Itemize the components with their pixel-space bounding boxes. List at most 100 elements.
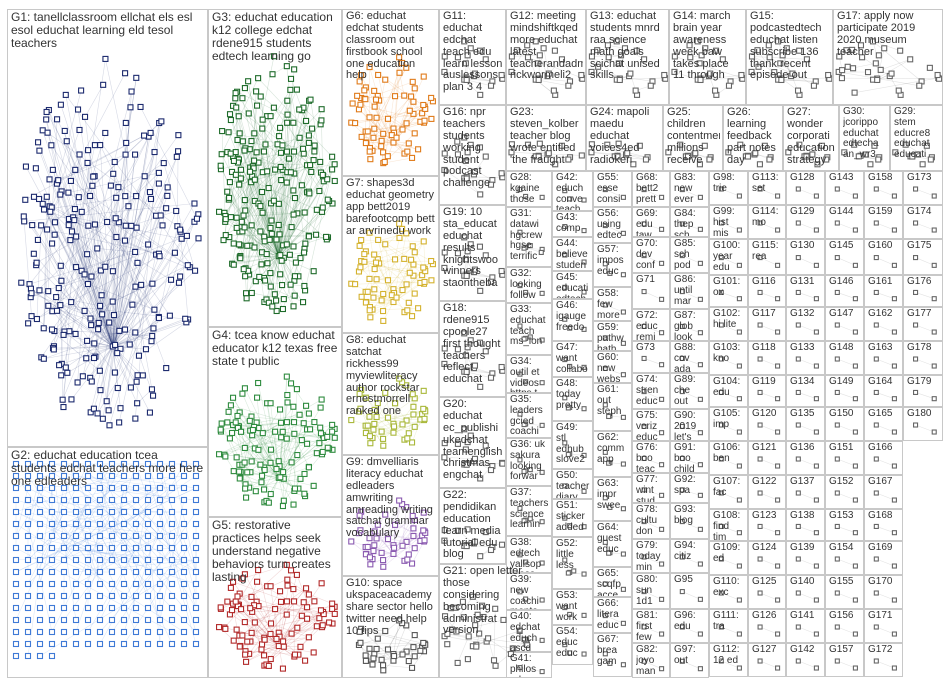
graph-node xyxy=(230,157,237,164)
graph-edge xyxy=(257,569,272,624)
cluster-edges xyxy=(759,526,778,533)
graph-node xyxy=(834,456,840,462)
graph-node xyxy=(216,451,223,458)
graph-node xyxy=(219,128,226,135)
graph-node xyxy=(66,328,73,335)
graph-node xyxy=(151,306,158,313)
graph-edge xyxy=(370,541,425,565)
graph-node xyxy=(261,238,268,245)
graph-node xyxy=(736,193,742,199)
graph-edge xyxy=(93,346,114,409)
cluster-g84: G84: thep sch xyxy=(670,207,709,237)
graph-edge xyxy=(915,424,935,433)
graph-node xyxy=(852,463,858,469)
cluster-edges xyxy=(798,358,817,367)
graph-node xyxy=(399,286,406,294)
graph-node xyxy=(373,276,380,283)
graph-node xyxy=(12,460,20,468)
graph-node xyxy=(265,299,272,306)
graph-node xyxy=(132,496,140,504)
graph-node xyxy=(795,590,801,596)
graph-node xyxy=(659,296,665,302)
cluster-label: G84: thep sch xyxy=(674,209,696,237)
cluster-g17: G17: apply now participate 2019 2020 mus… xyxy=(833,9,943,105)
graph-node xyxy=(408,93,415,100)
graph-edge xyxy=(35,264,113,347)
cluster-label: G150 xyxy=(829,409,854,419)
graph-node xyxy=(403,382,410,389)
graph-node xyxy=(225,129,232,136)
graph-node xyxy=(108,520,116,528)
graph-node xyxy=(64,369,71,376)
graph-node xyxy=(144,628,152,636)
graph-node xyxy=(108,508,116,516)
graph-node xyxy=(96,484,104,492)
graph-node xyxy=(852,262,858,268)
graph-node xyxy=(270,104,277,111)
graph-node xyxy=(284,576,291,583)
cluster-g74: G74: stren educ xyxy=(632,373,670,409)
graph-edge xyxy=(369,147,405,154)
graph-node xyxy=(168,556,176,564)
cluster-nodes xyxy=(216,561,338,672)
cluster-g143: G143 xyxy=(825,171,864,205)
cluster-g158: G158 xyxy=(864,171,903,205)
cluster-edges xyxy=(798,257,817,266)
graph-node xyxy=(813,563,819,569)
graph-node xyxy=(283,241,290,248)
graph-node xyxy=(218,151,225,158)
graph-edge xyxy=(393,390,424,433)
graph-edge xyxy=(360,104,425,121)
cluster-g170: G170 xyxy=(864,575,903,609)
graph-node xyxy=(88,273,95,280)
graph-edge xyxy=(159,547,197,609)
graph-node xyxy=(283,419,290,426)
graph-edge xyxy=(399,72,405,96)
graph-edge xyxy=(244,133,255,277)
graph-node xyxy=(490,657,498,664)
graph-edge xyxy=(86,346,113,359)
graph-node xyxy=(913,422,919,428)
graph-node xyxy=(241,85,248,92)
graph-edge xyxy=(245,255,280,294)
graph-node xyxy=(96,592,104,600)
graph-edge xyxy=(52,134,179,312)
cluster-g26: G26: learning feedback part notes day xyxy=(723,105,783,171)
graph-node xyxy=(324,444,331,451)
graph-node xyxy=(229,394,237,401)
cluster-g112: G112: 12 ed xyxy=(709,643,748,677)
graph-node xyxy=(280,643,287,650)
cluster-label: G4: tcea know educhat educator k12 texas… xyxy=(212,329,338,368)
graph-node xyxy=(192,616,200,624)
cluster-label: G112: 12 ed xyxy=(713,645,740,666)
graph-node xyxy=(24,520,32,528)
graph-node xyxy=(144,580,152,588)
cluster-edges xyxy=(837,458,856,467)
graph-node xyxy=(108,532,116,540)
graph-node xyxy=(238,218,245,225)
graph-node xyxy=(372,96,380,103)
graph-node xyxy=(329,605,336,613)
graph-edge xyxy=(254,133,288,183)
graph-node xyxy=(132,532,140,540)
graph-node xyxy=(366,148,373,155)
graph-node xyxy=(273,297,280,304)
cluster-g155: G155 xyxy=(825,575,864,609)
cluster-g72: G72: educ remi xyxy=(632,309,670,341)
graph-node xyxy=(329,153,336,160)
graph-node xyxy=(242,207,249,214)
graph-node xyxy=(237,175,244,182)
cluster-g133: G133 xyxy=(786,341,825,375)
cluster-edges xyxy=(798,424,817,433)
graph-node xyxy=(274,141,281,148)
graph-node xyxy=(357,639,364,646)
graph-edge xyxy=(393,264,414,294)
graph-node xyxy=(307,426,314,433)
graph-node xyxy=(891,363,897,369)
graph-edge xyxy=(63,463,173,585)
graph-node xyxy=(96,496,104,504)
cluster-g66: G66: litera educ xyxy=(593,597,632,633)
cluster-label: G82: joyo man xyxy=(636,645,658,677)
graph-node xyxy=(234,424,242,432)
graph-node xyxy=(117,405,124,412)
